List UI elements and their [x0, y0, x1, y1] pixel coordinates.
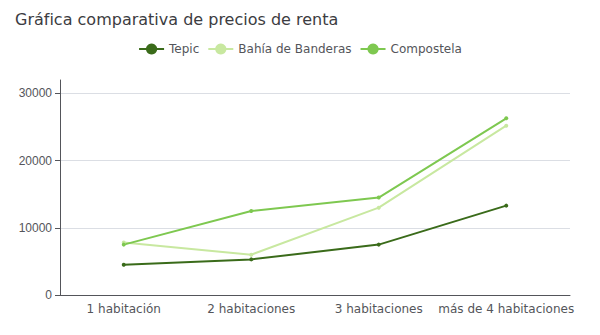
- svg-text:más de 4 habitaciones: más de 4 habitaciones: [438, 302, 574, 316]
- svg-text:1 habitación: 1 habitación: [87, 302, 161, 316]
- svg-text:Compostela: Compostela: [391, 42, 462, 56]
- svg-text:2 habitaciones: 2 habitaciones: [207, 302, 295, 316]
- svg-text:Tepic: Tepic: [168, 42, 199, 56]
- svg-text:Bahía de Banderas: Bahía de Banderas: [238, 42, 351, 56]
- svg-text:20000: 20000: [19, 154, 53, 168]
- svg-text:3 habitaciones: 3 habitaciones: [335, 302, 423, 316]
- svg-text:0: 0: [45, 288, 52, 302]
- svg-text:30000: 30000: [19, 86, 53, 100]
- svg-text:Gráfica comparativa de precios: Gráfica comparativa de precios de renta: [15, 10, 338, 29]
- svg-text:10000: 10000: [19, 221, 53, 235]
